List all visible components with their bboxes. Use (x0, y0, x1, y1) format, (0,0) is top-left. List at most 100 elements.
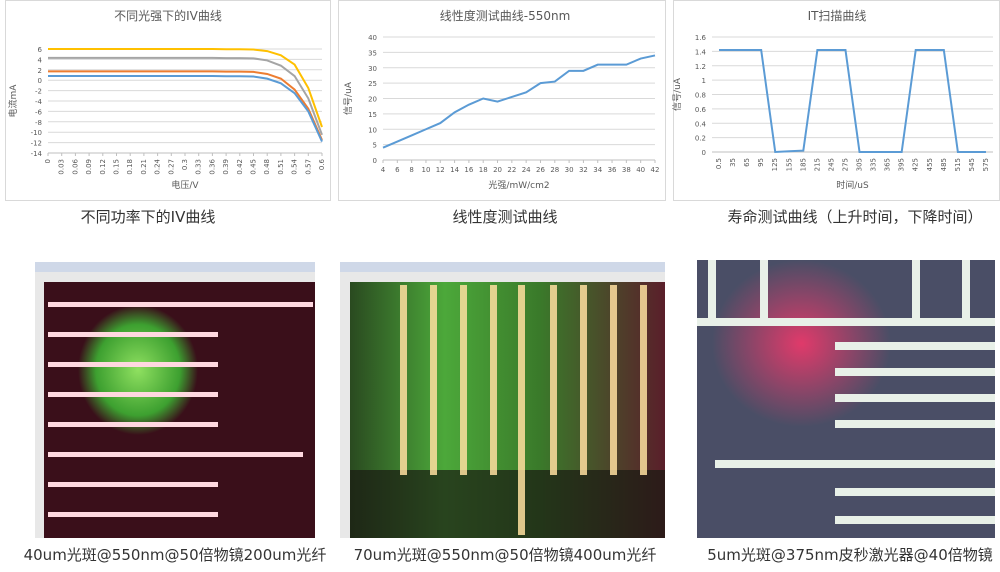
x-tick-label: 18 (479, 166, 488, 174)
x-tick-label: 275 (841, 158, 849, 171)
x-tick-label: 245 (827, 158, 835, 171)
x-tick-label: 14 (450, 166, 459, 174)
series-line (719, 48, 986, 154)
x-tick-label: 0 (44, 159, 52, 163)
y-tick-label: 0.2 (695, 135, 706, 143)
y-tick-label: 35 (368, 49, 377, 57)
y-tick-label: 1.6 (695, 34, 707, 42)
y-tick-label: 0.8 (695, 92, 706, 100)
x-tick-label: 0.24 (154, 158, 162, 174)
x-tick-label: 305 (856, 158, 864, 171)
x-tick-label: 335 (870, 158, 878, 171)
x-tick-label: 24 (522, 166, 531, 174)
x-tick-label: 95 (757, 158, 765, 167)
y-tick-label: 0.6 (695, 106, 707, 114)
y-tick-label: 0 (38, 77, 42, 85)
y-tick-label: -12 (31, 140, 42, 148)
y-tick-label: 30 (368, 65, 377, 73)
x-tick-label: 0.6 (318, 158, 326, 170)
photo-caption: 5um光斑@375nm皮秒激光器@40倍物镜 (707, 546, 993, 564)
x-tick-label: 8 (409, 166, 413, 174)
x-tick-label: 0.57 (304, 159, 312, 175)
x-tick-label: 26 (536, 166, 545, 174)
x-tick-label: 22 (507, 166, 516, 174)
x-tick-label: 545 (968, 158, 976, 171)
x-tick-label: 0.15 (113, 159, 121, 175)
x-axis-label: 时间/uS (836, 179, 869, 191)
x-tick-label: 0.33 (195, 159, 203, 175)
x-tick-label: 0.18 (126, 159, 134, 175)
x-tick-label: 4 (381, 166, 386, 174)
y-tick-label: 10 (368, 126, 377, 134)
x-tick-label: 0.06 (71, 158, 79, 174)
x-tick-label: 30 (565, 166, 574, 174)
y-axis-label: 信号/uA (342, 81, 354, 115)
x-tick-label: 485 (940, 158, 948, 171)
photo-caption: 40um光斑@550nm@50倍物镜200um光纤 (24, 546, 327, 564)
x-tick-label: 34 (593, 166, 602, 174)
x-tick-label: 0.51 (277, 159, 285, 175)
chart-caption: 不同功率下的IV曲线 (81, 208, 216, 226)
y-tick-label: 0 (373, 157, 377, 165)
x-tick-label: 28 (550, 166, 559, 174)
y-tick-label: -2 (35, 88, 42, 96)
x-tick-label: 0.5 (715, 158, 723, 169)
x-tick-label: 0.12 (99, 159, 107, 175)
x-axis-label: 光强/mW/cm2 (488, 179, 549, 191)
y-tick-label: 1 (702, 77, 706, 85)
y-tick-label: -4 (35, 98, 43, 106)
y-tick-label: 5 (373, 142, 377, 150)
x-tick-label: 185 (799, 158, 807, 171)
x-tick-label: 0.09 (85, 159, 93, 175)
y-tick-label: -8 (35, 119, 42, 127)
y-tick-label: 4 (38, 56, 43, 64)
y-axis-label: 电流mA (7, 84, 19, 118)
x-tick-label: 32 (579, 166, 588, 174)
x-tick-label: 395 (898, 158, 906, 171)
x-tick-label: 10 (421, 166, 430, 174)
x-tick-label: 40 (636, 166, 645, 174)
y-tick-label: -6 (35, 108, 43, 116)
x-tick-label: 0.3 (181, 159, 189, 170)
x-tick-label: 20 (493, 166, 502, 174)
x-tick-label: 0.39 (222, 159, 230, 175)
x-tick-label: 35 (729, 158, 737, 167)
y-tick-label: 1.4 (695, 48, 707, 56)
series-line (48, 56, 323, 136)
y-tick-label: 2 (38, 67, 42, 75)
x-tick-label: 42 (651, 166, 660, 174)
y-tick-label: 15 (368, 111, 377, 119)
y-tick-label: -10 (31, 129, 42, 137)
y-tick-label: -14 (31, 150, 43, 158)
y-tick-label: 6 (38, 46, 43, 54)
x-tick-label: 0.45 (250, 159, 258, 175)
x-tick-label: 515 (954, 158, 962, 171)
series-line (48, 70, 323, 141)
x-tick-label: 65 (743, 158, 751, 167)
x-tick-label: 0.21 (140, 159, 148, 175)
series-line (382, 54, 656, 149)
chart-caption: 寿命测试曲线（上升时间，下降时间） (727, 208, 982, 226)
x-tick-label: 575 (982, 158, 990, 171)
photo (35, 262, 315, 538)
x-tick-label: 0.27 (167, 159, 175, 175)
y-tick-label: 40 (368, 34, 377, 42)
x-tick-label: 12 (436, 166, 445, 174)
y-tick-label: 25 (368, 80, 377, 88)
y-tick-label: 20 (368, 96, 377, 104)
y-tick-label: 1.2 (695, 63, 706, 71)
x-tick-label: 36 (608, 166, 617, 174)
photo (340, 262, 665, 538)
x-tick-label: 155 (785, 158, 793, 171)
chart-title: 线性度测试曲线-550nm (440, 8, 571, 23)
x-tick-label: 0.36 (208, 158, 216, 174)
x-tick-label: 215 (813, 158, 821, 171)
x-tick-label: 425 (912, 158, 920, 171)
y-tick-label: 0 (702, 149, 706, 157)
series-line (48, 75, 323, 142)
x-tick-label: 0.54 (291, 158, 299, 174)
x-tick-label: 0.42 (236, 159, 244, 175)
chart-caption: 线性度测试曲线 (452, 208, 557, 226)
photo (697, 260, 995, 538)
